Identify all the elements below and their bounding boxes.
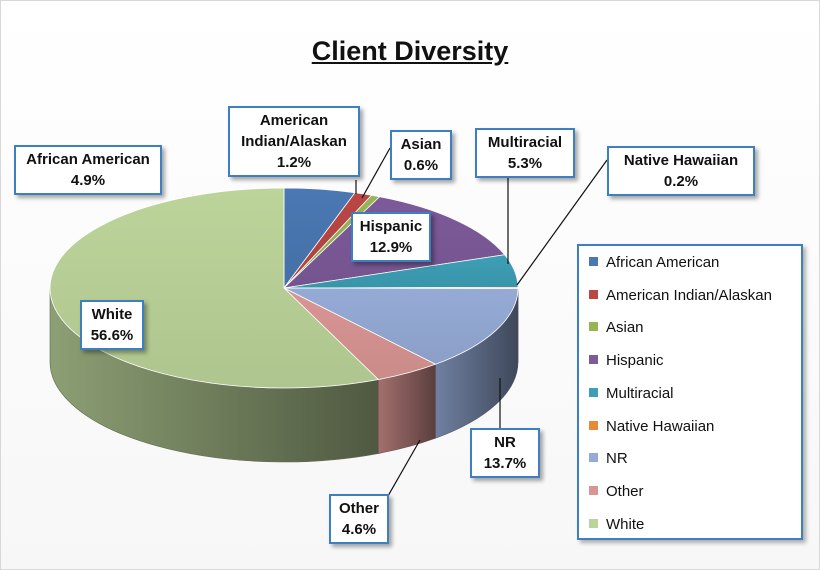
data-label-value: 4.6% (341, 521, 377, 538)
legend-swatch (589, 485, 598, 495)
legend-label: NR (606, 450, 628, 468)
legend: African American American Indian/Alaskan A… (577, 244, 803, 540)
legend-item-multiracial: Multiracial (589, 385, 674, 405)
data-label-value: 0.6% (403, 157, 439, 174)
legend-swatch (589, 387, 598, 397)
legend-swatch (589, 322, 598, 332)
data-label-name: American (259, 112, 329, 129)
data-label-name: Other (338, 500, 379, 517)
legend-item-hispanic: Hispanic (589, 352, 664, 372)
data-label-value: 56.6% (90, 327, 134, 344)
data-label-name: Native Hawaiian (623, 152, 739, 169)
legend-item-asian: Asian (589, 319, 644, 339)
data-label-value: 12.9% (369, 239, 413, 256)
legend-item-nr: NR (589, 450, 628, 470)
data-label-asian: Asian 0.6% (390, 130, 452, 180)
data-label-hispanic: Hispanic 12.9% (351, 212, 431, 262)
data-label-name: African American (26, 151, 150, 168)
legend-item-native-hawaiian: Native Hawaiian (589, 418, 714, 438)
data-label-american-indian-alaskan: American Indian/Alaskan 1.2% (228, 106, 360, 177)
legend-item-other: Other (589, 483, 644, 503)
data-label-name: Hispanic (359, 218, 423, 235)
data-label-native-hawaiian: Native Hawaiian 0.2% (607, 146, 755, 196)
legend-label: Asian (606, 319, 644, 337)
legend-swatch (589, 518, 598, 528)
legend-swatch (589, 453, 598, 463)
data-label-name: NR (494, 434, 516, 451)
data-label-name: Multiracial (487, 134, 563, 151)
chart-title: Client Diversity (311, 36, 509, 66)
pie-slice-nr (283, 287, 519, 365)
data-label-multiracial: Multiracial 5.3% (475, 128, 575, 178)
legend-swatch (589, 257, 598, 266)
legend-swatch (589, 420, 598, 430)
legend-swatch (589, 355, 598, 365)
legend-item-white: White (589, 516, 644, 536)
data-label-nr: NR 13.7% (470, 428, 540, 478)
data-label-other: Other 4.6% (329, 494, 389, 544)
leader-line-asian (361, 147, 391, 199)
legend-item-american-indian-alaskan: American Indian/Alaskan (589, 287, 772, 307)
legend-label: African American (606, 254, 720, 271)
legend-label: Multiracial (606, 384, 674, 402)
data-label-value: 13.7% (483, 455, 527, 472)
data-label-value: 4.9% (70, 172, 106, 189)
data-label-african-american: African American 4.9% (14, 145, 162, 195)
legend-swatch (589, 289, 598, 299)
data-label-name: White (91, 306, 133, 323)
legend-label: American Indian/Alaskan (606, 286, 772, 304)
data-label-white: White 56.6% (80, 300, 144, 350)
data-label-name: Asian (400, 136, 442, 153)
legend-label: Native Hawaiian (606, 417, 715, 435)
legend-label: Hispanic (606, 352, 664, 370)
data-label-value: 1.2% (276, 154, 312, 171)
legend-item-african-american: African American (589, 254, 719, 274)
legend-label: Other (606, 482, 644, 500)
data-label-value: 0.2% (663, 173, 699, 190)
leader-line-native-hawaiian (516, 159, 608, 286)
data-label-value: 5.3% (507, 155, 543, 172)
data-label-name: Indian/Alaskan (241, 133, 347, 150)
legend-label: White (606, 515, 645, 533)
